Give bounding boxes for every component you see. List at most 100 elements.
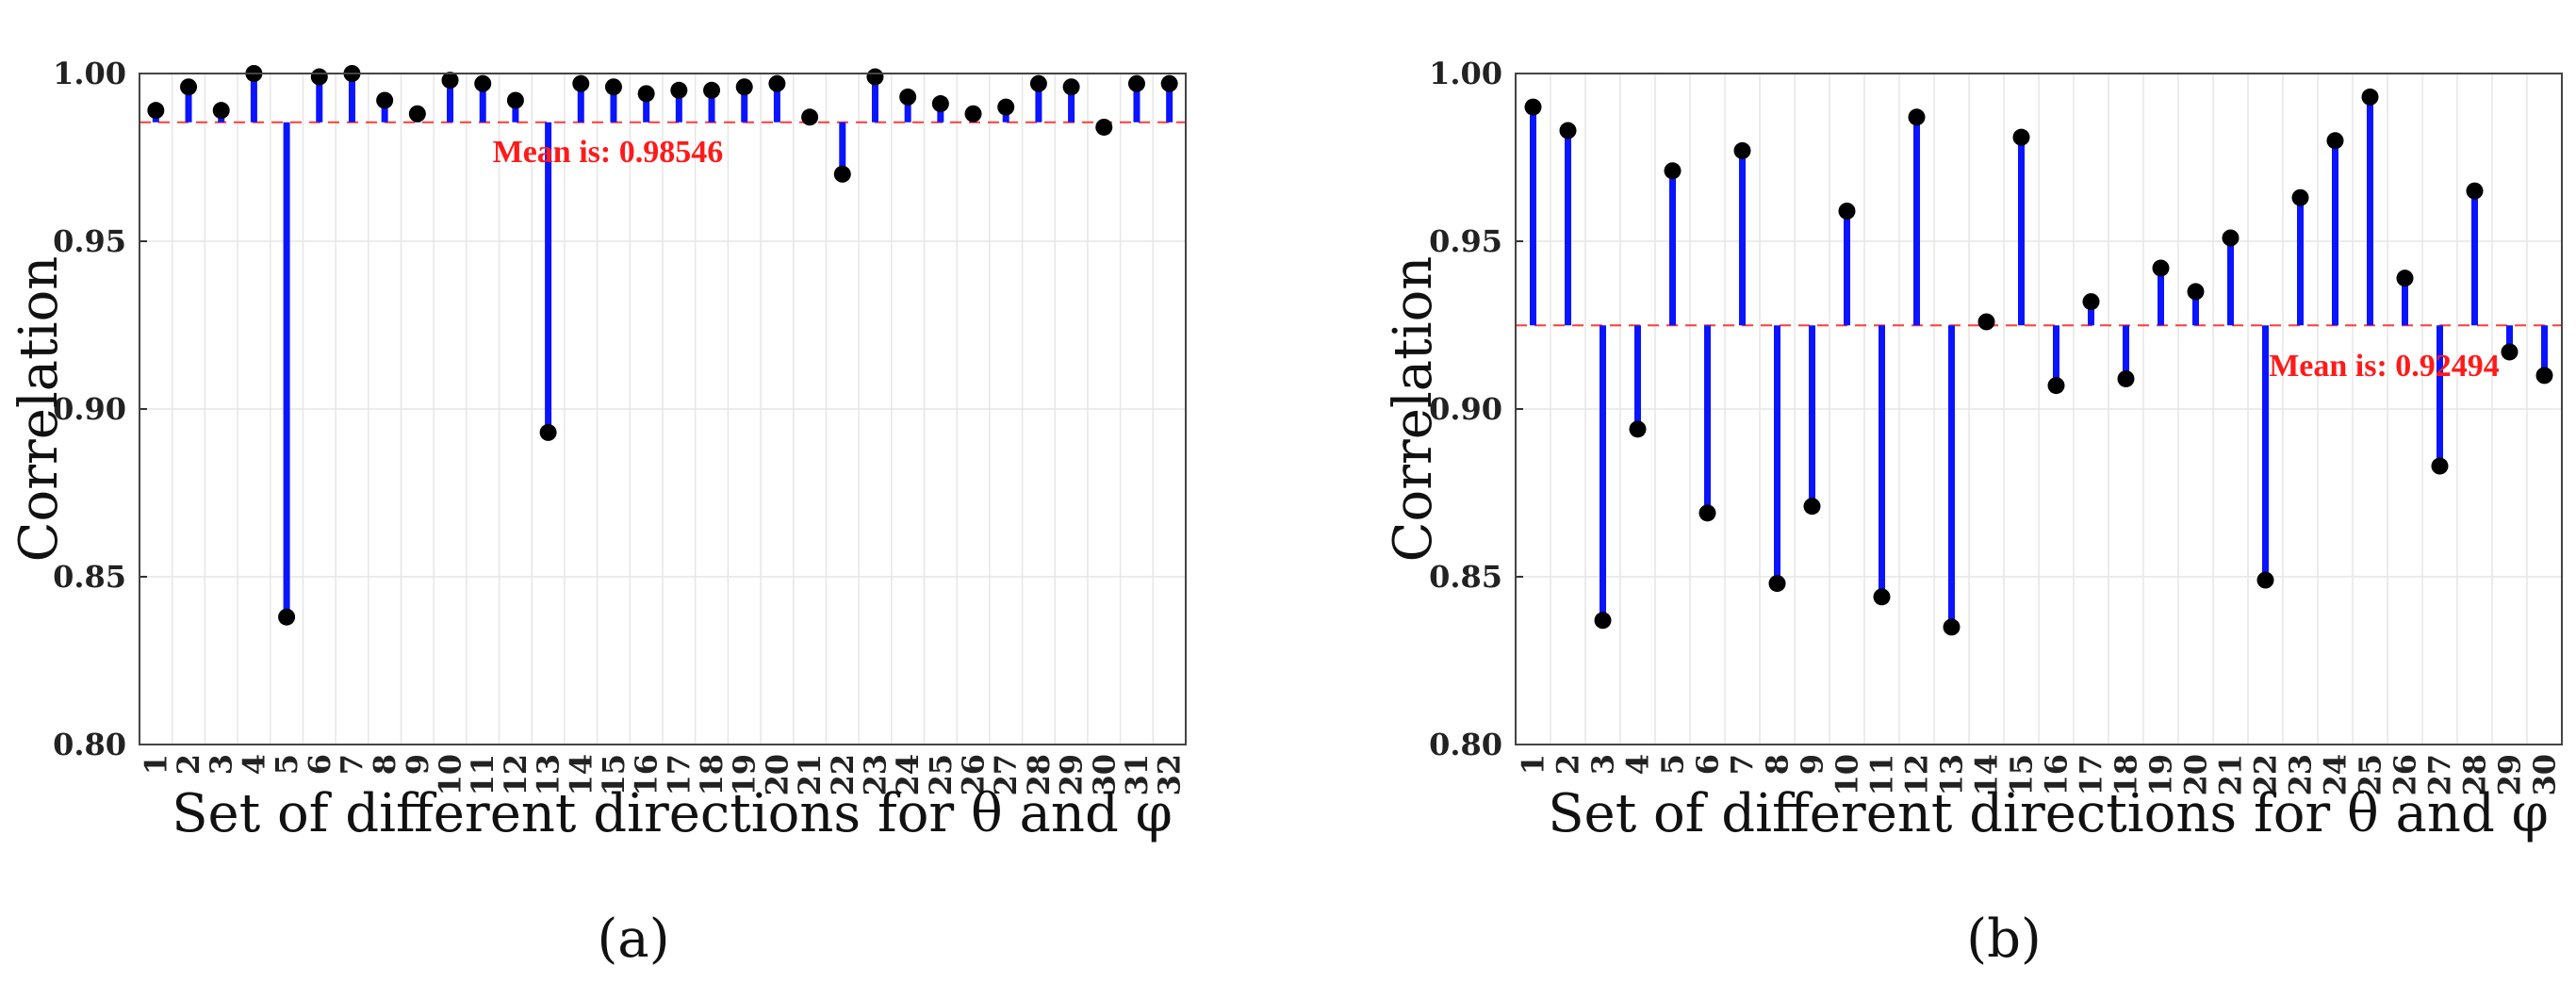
marker-3	[212, 102, 230, 120]
marker-26	[964, 105, 982, 123]
marker-29	[2501, 343, 2519, 361]
y-tick-label: 0.80	[1429, 727, 1502, 762]
x-tick-label: 24	[890, 754, 926, 796]
x-tick-label: 1	[138, 754, 173, 775]
x-tick-label: 3	[1585, 754, 1621, 775]
x-tick-label: 12	[1899, 754, 1935, 796]
x-tick-label: 15	[2004, 754, 2040, 796]
x-tick-label: 28	[1021, 754, 1057, 796]
x-tick-label: 4	[1620, 754, 1656, 775]
x-tick-label: 21	[792, 754, 828, 796]
x-tick-label: 30	[1086, 754, 1122, 796]
x-tick-label: 28	[2457, 754, 2493, 796]
y-tick-label: 0.85	[1429, 559, 1502, 595]
x-tick-label: 4	[236, 754, 271, 775]
marker-20	[2187, 283, 2205, 301]
marker-17	[2082, 293, 2100, 311]
marker-12	[1908, 108, 1926, 126]
marker-21	[801, 108, 819, 126]
panel-label: (b)	[1966, 908, 2042, 970]
marker-26	[2396, 270, 2414, 287]
marker-15	[2012, 128, 2030, 146]
x-tick-label: 3	[204, 754, 239, 775]
y-tick-label: 0.95	[53, 223, 126, 259]
marker-1	[1524, 98, 1542, 116]
x-tick-label: 5	[1655, 754, 1691, 775]
marker-25	[931, 95, 949, 113]
x-tick-label: 29	[2492, 754, 2528, 796]
marker-16	[2047, 377, 2065, 395]
marker-19	[735, 78, 753, 96]
x-tick-label: 17	[661, 754, 697, 796]
x-tick-label: 30	[2527, 754, 2563, 796]
y-tick-label: 0.90	[1429, 391, 1502, 427]
marker-18	[2117, 369, 2135, 387]
marker-14	[1977, 313, 1995, 331]
axes-box	[139, 73, 1187, 745]
marker-2	[180, 78, 198, 96]
x-tick-label: 26	[2387, 754, 2423, 796]
marker-22	[2256, 571, 2274, 589]
x-tick-label: 23	[2283, 754, 2319, 796]
marker-4	[1629, 420, 1647, 438]
grid	[139, 74, 1186, 745]
x-tick-label: 2	[171, 754, 206, 775]
marker-18	[703, 81, 721, 99]
x-tick-label: 6	[1690, 754, 1726, 775]
mean-label: Mean is: 0.92494	[2269, 349, 2500, 384]
marker-2	[1559, 122, 1577, 139]
y-axis-label: Correlation	[8, 256, 70, 563]
marker-23	[866, 68, 884, 86]
x-tick-label: 7	[334, 754, 369, 775]
x-tick-label: 10	[433, 754, 468, 796]
x-tick-label: 14	[563, 754, 599, 796]
marker-9	[1803, 498, 1821, 516]
marker-3	[1594, 612, 1612, 630]
marker-29	[1062, 78, 1080, 96]
marker-32	[1160, 74, 1178, 92]
x-tick-label: 17	[2074, 754, 2109, 796]
x-tick-label: 15	[596, 754, 632, 796]
marker-11	[1873, 588, 1891, 606]
marker-27	[2431, 457, 2449, 475]
marker-12	[506, 91, 524, 109]
x-tick-label: 12	[498, 754, 533, 796]
x-tick-label: 32	[1152, 754, 1188, 796]
marker-24	[2326, 132, 2344, 150]
marker-9	[408, 105, 426, 123]
x-tick-label: 13	[531, 754, 566, 796]
x-tick-label: 16	[629, 754, 665, 796]
marker-5	[278, 608, 296, 626]
marker-13	[539, 423, 557, 441]
x-tick-label: 22	[825, 754, 861, 796]
x-tick-label: 25	[923, 754, 959, 796]
marker-7	[1733, 141, 1751, 159]
x-tick-label: 5	[269, 754, 304, 775]
marker-31	[1127, 74, 1145, 92]
marker-15	[604, 78, 622, 96]
y-tick-label: 1.00	[53, 56, 126, 91]
marker-27	[997, 98, 1015, 116]
marker-8	[1768, 575, 1786, 593]
x-tick-label: 20	[759, 754, 795, 796]
panel-label: (a)	[597, 908, 669, 970]
marker-28	[2466, 182, 2484, 200]
x-tick-label: 31	[1119, 754, 1155, 796]
marker-10	[1838, 202, 1856, 220]
marker-16	[637, 85, 655, 103]
y-tick-label: 0.85	[53, 559, 126, 595]
axes-box	[1515, 73, 2563, 745]
x-tick-label: 2	[1551, 754, 1586, 775]
y-tick-label: 0.80	[53, 727, 126, 762]
y-axis-label: Correlation	[1383, 256, 1444, 563]
x-tick-label: 23	[857, 754, 893, 796]
marker-6	[310, 68, 328, 86]
x-tick-label: 8	[1760, 754, 1796, 775]
marker-28	[1029, 74, 1047, 92]
y-tick-label: 0.95	[1429, 223, 1502, 259]
grid	[1516, 74, 2562, 745]
marker-25	[2361, 88, 2379, 106]
